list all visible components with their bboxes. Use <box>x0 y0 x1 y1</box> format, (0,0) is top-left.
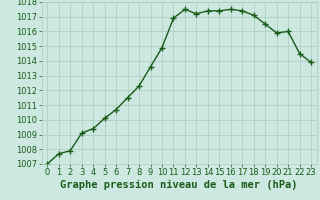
X-axis label: Graphe pression niveau de la mer (hPa): Graphe pression niveau de la mer (hPa) <box>60 180 298 190</box>
